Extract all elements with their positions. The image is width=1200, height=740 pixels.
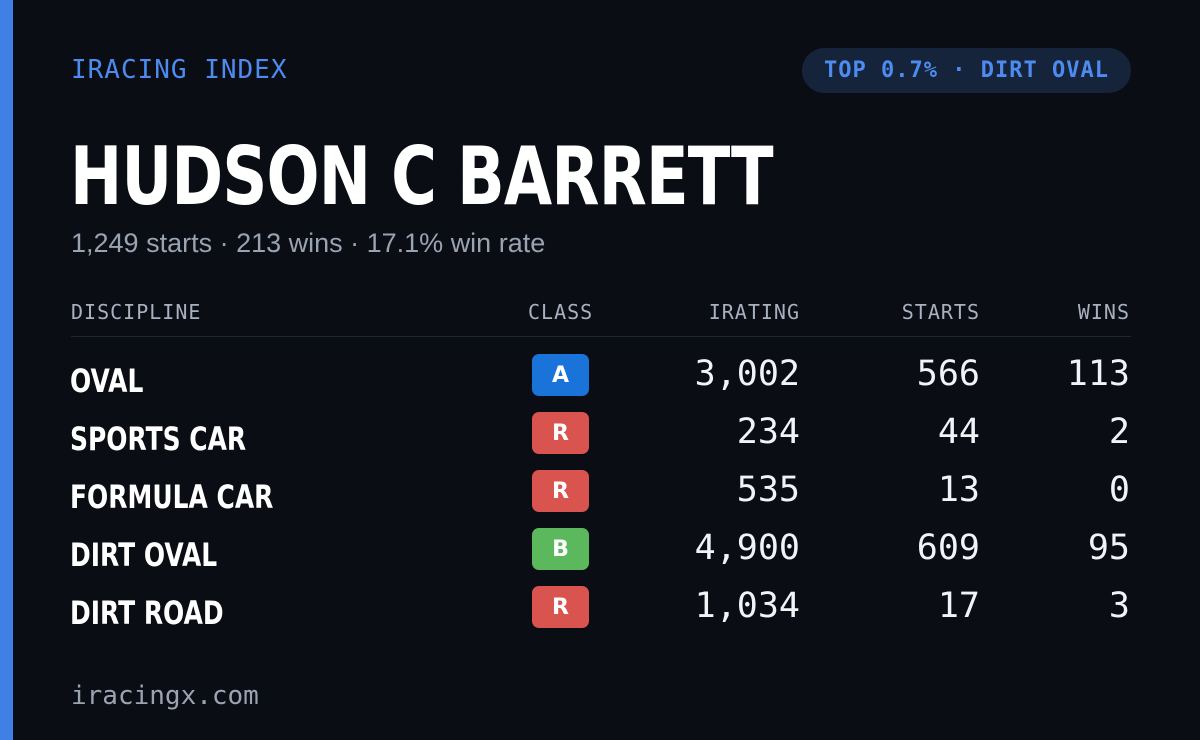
rank-badge: TOP 0.7% · DIRT OVAL	[802, 48, 1131, 93]
header-starts: STARTS	[901, 300, 980, 324]
irating-value: 234	[736, 412, 800, 452]
header-class: CLASS	[528, 300, 594, 324]
header-wins: WINS	[1077, 300, 1130, 324]
header-divider	[71, 336, 1131, 337]
wins-value: 95	[1087, 528, 1130, 568]
table-row: SPORTS CAR R 234 44 2	[0, 412, 1200, 470]
discipline-name: FORMULA CAR	[70, 478, 274, 516]
license-class-badge: B	[532, 528, 589, 570]
footer-site-link[interactable]: iracingx.com	[71, 681, 259, 711]
license-class-badge: A	[532, 354, 589, 396]
header-irating: IRATING	[708, 300, 800, 324]
starts-value: 17	[937, 586, 980, 626]
wins-value: 2	[1108, 412, 1130, 452]
starts-value: 13	[937, 470, 980, 510]
starts-value: 609	[916, 528, 980, 568]
discipline-name: DIRT ROAD	[70, 594, 224, 632]
header-discipline: DISCIPLINE	[71, 300, 202, 324]
career-summary: 1,249 starts · 213 wins · 17.1% win rate	[71, 228, 546, 258]
wins-value: 0	[1108, 470, 1130, 510]
wins-value: 113	[1066, 354, 1130, 394]
table-row: DIRT ROAD R 1,034 17 3	[0, 586, 1200, 644]
irating-value: 4,900	[694, 528, 800, 568]
wins-value: 3	[1108, 586, 1130, 626]
table-row: DIRT OVAL B 4,900 609 95	[0, 528, 1200, 586]
license-class-badge: R	[532, 586, 589, 628]
starts-value: 44	[937, 412, 980, 452]
license-class-badge: R	[532, 470, 589, 512]
accent-bar	[0, 0, 13, 740]
license-class-badge: R	[532, 412, 589, 454]
discipline-name: DIRT OVAL	[70, 536, 218, 574]
driver-name: HUDSON C BARRETT	[70, 130, 774, 223]
starts-value: 566	[916, 354, 980, 394]
table-row: FORMULA CAR R 535 13 0	[0, 470, 1200, 528]
discipline-name: OVAL	[70, 362, 144, 400]
discipline-name: SPORTS CAR	[70, 420, 247, 458]
irating-value: 535	[736, 470, 800, 510]
table-row: OVAL A 3,002 566 113	[0, 354, 1200, 412]
irating-value: 3,002	[694, 354, 800, 394]
irating-value: 1,034	[694, 586, 800, 626]
brand-title: IRACING INDEX	[71, 55, 288, 85]
